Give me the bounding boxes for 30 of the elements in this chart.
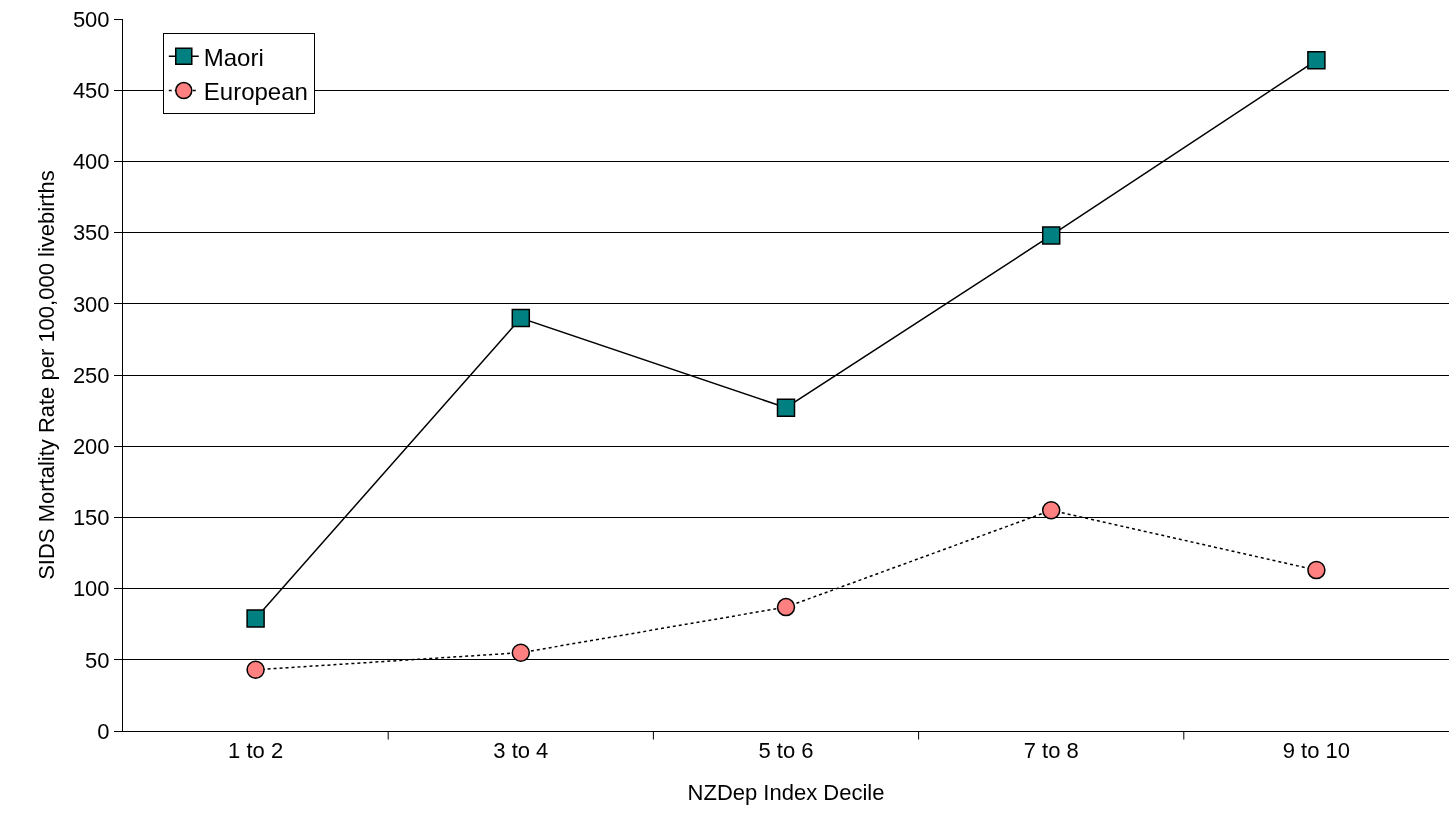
y-tick-label: 350 [72, 220, 110, 246]
y-tick-label: 250 [72, 362, 110, 388]
y-tick-label: 400 [72, 149, 110, 175]
x-tick-label: 9 to 10 [1282, 738, 1351, 764]
point [511, 308, 531, 328]
x-tick-label: 1 to 2 [228, 738, 284, 764]
legend-label: European [203, 77, 308, 105]
point [776, 597, 796, 617]
point [246, 609, 265, 628]
x-axis-title: NZDep Index Decile [687, 780, 885, 806]
point [1041, 501, 1061, 520]
point [511, 643, 531, 662]
legend-label: Maori [203, 43, 264, 71]
y-tick-label: 50 [85, 647, 110, 673]
y-tick-label: 0 [97, 718, 110, 744]
y-tick-label: 300 [72, 291, 110, 317]
y-tick-label: 100 [72, 576, 110, 602]
x-tick-label: 3 to 4 [493, 738, 549, 764]
y-tick-label: 150 [72, 505, 110, 531]
point [1307, 51, 1326, 70]
x-tick-label: 5 to 6 [758, 738, 814, 764]
point [1307, 560, 1326, 580]
point [246, 660, 265, 680]
point [776, 398, 796, 417]
y-tick-label: 500 [72, 6, 110, 32]
point [1041, 226, 1061, 245]
y-axis-title: SIDS Mortality Rate per 100,000 livebirths [33, 170, 59, 580]
y-tick-label: 200 [72, 433, 110, 459]
y-tick-label: 450 [72, 77, 110, 103]
x-tick-label: 7 to 8 [1023, 738, 1079, 764]
